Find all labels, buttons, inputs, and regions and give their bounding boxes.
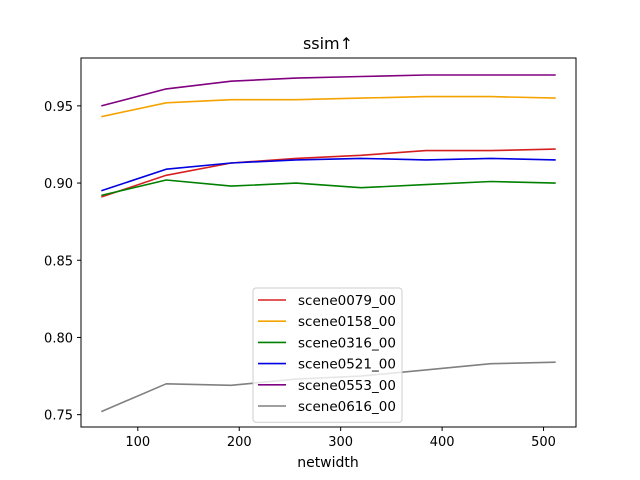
legend-label: scene0521_00 — [298, 357, 396, 373]
series-line-scene0316_00 — [101, 179, 556, 197]
x-tick-label: 500 — [531, 435, 556, 450]
chart-title: ssim↑ — [303, 34, 353, 53]
series-line-scene0079_00 — [101, 148, 556, 198]
y-tick-label: 0.95 — [44, 100, 73, 115]
x-tick-label: 100 — [125, 435, 150, 450]
x-tick-label: 200 — [227, 435, 252, 450]
y-axis: 0.75 0.80 0.85 0.90 0.95 — [44, 100, 81, 424]
y-tick-label: 0.75 — [44, 409, 73, 424]
series-line-scene0521_00 — [101, 157, 556, 192]
legend-box — [252, 287, 403, 423]
y-tick-label: 0.90 — [44, 177, 73, 192]
legend-label: scene0158_00 — [298, 314, 396, 330]
x-axis-label: netwidth — [297, 455, 359, 471]
x-axis: 100 200 300 400 500 — [125, 427, 556, 450]
y-tick-label: 0.80 — [44, 331, 73, 346]
x-tick-label: 300 — [328, 435, 353, 450]
x-tick-label: 400 — [430, 435, 455, 450]
legend-label: scene0616_00 — [298, 399, 396, 415]
legend-label: scene0553_00 — [298, 378, 396, 394]
series-line-scene0553_00 — [101, 74, 556, 107]
y-tick-label: 0.85 — [44, 254, 73, 269]
legend-label: scene0316_00 — [298, 335, 396, 351]
plot-area-frame — [80, 57, 577, 428]
legend: scene0079_00 scene0158_00 scene0316_00scen… — [252, 287, 403, 423]
series-line-scene0158_00 — [101, 95, 556, 118]
legend-label: scene0079_00 — [298, 293, 396, 309]
